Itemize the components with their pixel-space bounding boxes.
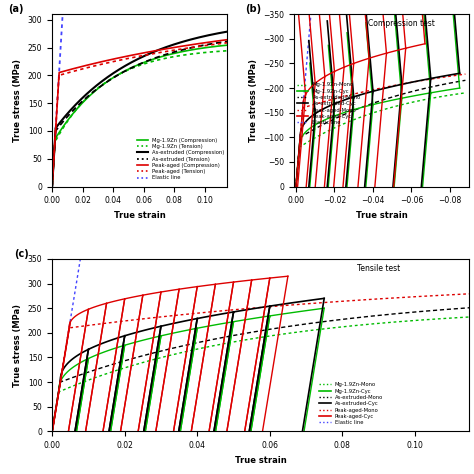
Text: Tensile test: Tensile test xyxy=(356,264,400,273)
X-axis label: True strain: True strain xyxy=(114,211,165,220)
Text: (b): (b) xyxy=(245,4,261,15)
Legend: Mg-1.9Zn-Mono, Mg-1.9Zn-Cyc, As-extruded-Mono, As-extruded-Cyc, Peak-aged-Mono, : Mg-1.9Zn-Mono, Mg-1.9Zn-Cyc, As-extruded… xyxy=(319,383,383,425)
Legend: Mg-1.9Zn-Mono, Mg-1.9Zn-Cyc, As-extruded-Mono, As-extruded-Cyc, Peak-aged-Mono, : Mg-1.9Zn-Mono, Mg-1.9Zn-Cyc, As-extruded… xyxy=(297,82,361,125)
Y-axis label: True stress (MPa): True stress (MPa) xyxy=(13,59,22,142)
Y-axis label: True stress (MPa): True stress (MPa) xyxy=(249,59,258,142)
X-axis label: True strain: True strain xyxy=(235,456,287,465)
Text: (a): (a) xyxy=(9,4,24,15)
Text: (c): (c) xyxy=(15,249,29,259)
Text: Compression test: Compression test xyxy=(368,19,435,28)
X-axis label: True strain: True strain xyxy=(356,211,408,220)
Legend: Mg-1.9Zn (Compression), Mg-1.9Zn (Tension), As-extruded (Compression), As-extrud: Mg-1.9Zn (Compression), Mg-1.9Zn (Tensio… xyxy=(137,137,225,181)
Y-axis label: True stress (MPa): True stress (MPa) xyxy=(13,304,22,387)
